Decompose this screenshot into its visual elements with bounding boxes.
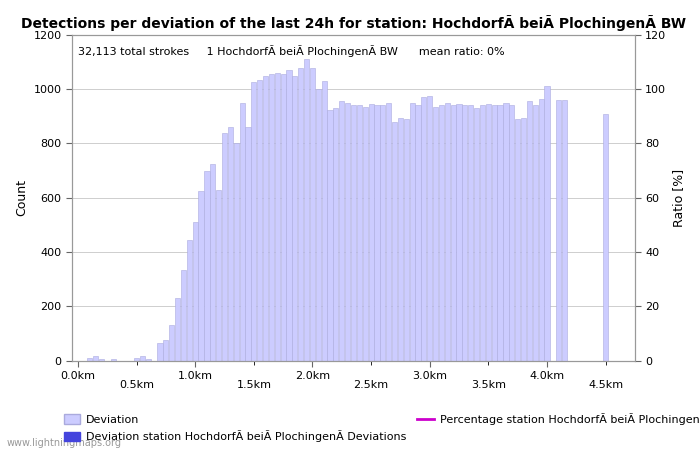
Bar xyxy=(410,103,414,360)
Bar xyxy=(456,104,461,360)
Bar xyxy=(246,127,251,360)
Bar xyxy=(140,356,145,360)
Bar xyxy=(533,105,538,360)
Legend: Deviation, Deviation station HochdorfÃ beiÃ PlochingenÃ Deviations, Percentage s: Deviation, Deviation station HochdorfÃ b… xyxy=(62,411,700,445)
Bar xyxy=(274,73,280,360)
Bar xyxy=(363,107,368,360)
Bar xyxy=(415,105,421,360)
Text: 0.5km: 0.5km xyxy=(119,380,154,390)
Y-axis label: Ratio [%]: Ratio [%] xyxy=(672,169,685,227)
Bar xyxy=(398,118,403,360)
Bar xyxy=(199,191,204,360)
Bar xyxy=(169,325,174,360)
Bar xyxy=(474,108,480,360)
Bar xyxy=(99,359,104,360)
Text: www.lightningmaps.org: www.lightningmaps.org xyxy=(7,438,122,448)
Bar xyxy=(491,105,497,360)
Bar xyxy=(333,108,339,360)
Bar xyxy=(158,343,162,360)
Bar xyxy=(357,105,362,360)
Bar xyxy=(111,359,116,360)
Bar xyxy=(328,109,332,360)
Bar xyxy=(486,104,491,360)
Bar xyxy=(263,76,268,360)
Bar xyxy=(304,59,309,360)
Bar xyxy=(380,105,386,360)
Bar xyxy=(222,133,227,360)
Bar xyxy=(216,189,221,360)
Bar xyxy=(321,81,327,360)
Bar xyxy=(439,105,444,360)
Bar xyxy=(462,105,468,360)
Bar xyxy=(538,99,544,360)
Title: Detections per deviation of the last 24h for station: HochdorfÃ beiÃ PlochingenÃ: Detections per deviation of the last 24h… xyxy=(21,15,686,31)
Bar xyxy=(374,105,379,360)
Bar xyxy=(239,103,245,360)
Bar xyxy=(421,97,426,360)
Bar xyxy=(193,222,198,360)
Bar xyxy=(556,100,561,360)
Bar xyxy=(134,358,139,360)
Bar xyxy=(562,100,567,360)
Bar xyxy=(163,340,169,360)
Bar xyxy=(404,119,409,360)
Bar xyxy=(316,89,321,360)
Bar xyxy=(527,101,532,360)
Bar xyxy=(146,359,151,360)
Bar xyxy=(298,68,303,360)
Text: 32,113 total strokes     1 HochdorfÃ beiÃ PlochingenÃ BW      mean ratio: 0%: 32,113 total strokes 1 HochdorfÃ beiÃ Pl… xyxy=(78,45,505,57)
Bar xyxy=(345,103,350,360)
Bar xyxy=(498,105,503,360)
Bar xyxy=(257,80,262,360)
Bar xyxy=(368,104,374,360)
Text: 3.5km: 3.5km xyxy=(471,380,506,390)
Bar xyxy=(351,105,356,360)
Y-axis label: Count: Count xyxy=(15,179,28,216)
Bar xyxy=(515,119,520,360)
Bar xyxy=(269,74,274,360)
Bar xyxy=(93,356,98,360)
Bar xyxy=(281,74,286,360)
Bar xyxy=(234,144,239,360)
Bar xyxy=(509,105,514,360)
Text: 4.5km: 4.5km xyxy=(588,380,623,390)
Bar xyxy=(310,68,315,360)
Bar xyxy=(433,107,438,360)
Bar xyxy=(480,105,485,360)
Bar xyxy=(444,103,450,360)
Bar xyxy=(503,103,508,360)
Bar xyxy=(175,298,180,360)
Bar xyxy=(427,96,433,360)
Bar xyxy=(251,82,256,360)
Bar xyxy=(181,270,186,360)
Bar xyxy=(210,164,216,360)
Bar xyxy=(392,122,397,360)
Bar xyxy=(187,240,192,360)
Bar xyxy=(603,114,608,360)
Bar xyxy=(204,171,209,360)
Text: 2.5km: 2.5km xyxy=(354,380,388,390)
Bar xyxy=(545,86,550,360)
Text: 1.5km: 1.5km xyxy=(237,380,272,390)
Bar xyxy=(340,101,344,360)
Bar xyxy=(451,105,456,360)
Bar xyxy=(228,127,233,360)
Bar xyxy=(386,103,391,360)
Bar xyxy=(521,118,526,360)
Bar xyxy=(87,358,92,360)
Bar xyxy=(293,76,297,360)
Bar xyxy=(286,70,292,360)
Bar xyxy=(468,105,473,360)
